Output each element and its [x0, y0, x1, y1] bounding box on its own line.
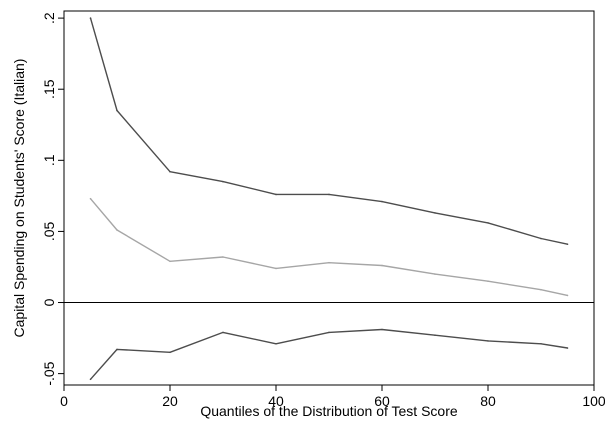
y-tick-label: .1 [41, 154, 57, 166]
data-point-estimate [116, 229, 118, 231]
data-point-upper-bound [487, 222, 489, 224]
data-point-estimate [487, 280, 489, 282]
x-axis: 0 20 40 60 80 100 [60, 385, 605, 409]
x-tick-label: 60 [374, 393, 390, 409]
y-tick-label: .2 [41, 12, 57, 24]
data-point-lower-bound [328, 331, 330, 334]
data-point-upper-bound [116, 109, 118, 112]
data-point-estimate [328, 261, 330, 264]
x-tick-label: 20 [162, 393, 178, 409]
data-point-lower-bound [275, 342, 277, 345]
x-tick-label: 0 [60, 393, 68, 409]
data-point-upper-bound [540, 237, 542, 240]
x-tick-label: 40 [268, 393, 284, 409]
series-line-estimate [89, 198, 568, 297]
series-line-upper-bound [89, 17, 568, 245]
data-point-estimate [89, 197, 92, 200]
plot-frame [63, 10, 595, 386]
data-point-lower-bound [487, 340, 489, 342]
data-point-estimate [540, 288, 542, 291]
data-point-upper-bound [222, 180, 224, 183]
x-axis-title: Quantiles of the Distribution of Test Sc… [200, 403, 458, 419]
y-axis: -.05 0 .05 .1 .15 .2 [41, 12, 64, 386]
data-point-upper-bound [434, 212, 436, 214]
data-point-lower-bound [222, 331, 224, 334]
data-point-upper-bound [89, 17, 92, 19]
y-axis-title: Capital Spending on Students' Score (Ita… [11, 59, 27, 338]
x-tick-label: 100 [582, 393, 605, 409]
y-tick-label: .15 [41, 79, 57, 99]
data-point-estimate [381, 264, 383, 267]
data-point-estimate [222, 256, 224, 258]
data-point-lower-bound [89, 378, 92, 381]
data-point-upper-bound [275, 193, 277, 196]
data-point-lower-bound [566, 347, 569, 349]
data-point-lower-bound [540, 342, 542, 345]
data-point-upper-bound [328, 193, 330, 196]
data-point-estimate [275, 267, 277, 270]
series-line-lower-bound [89, 328, 568, 380]
data-point-lower-bound [434, 334, 436, 337]
data-point-upper-bound [566, 243, 569, 246]
data-point-upper-bound [169, 170, 171, 173]
data-point-estimate [566, 294, 569, 297]
y-tick-label: .05 [41, 221, 57, 241]
data-point-lower-bound [169, 351, 171, 354]
data-point-estimate [169, 260, 171, 263]
data-point-lower-bound [381, 328, 383, 331]
data-point-lower-bound [116, 348, 118, 351]
x-tick-label: 80 [480, 393, 496, 409]
y-tick-label: -.05 [41, 361, 57, 385]
series-lines [89, 17, 569, 381]
data-point-estimate [434, 273, 436, 275]
y-tick-label: 0 [41, 298, 57, 306]
data-point-upper-bound [381, 200, 383, 203]
